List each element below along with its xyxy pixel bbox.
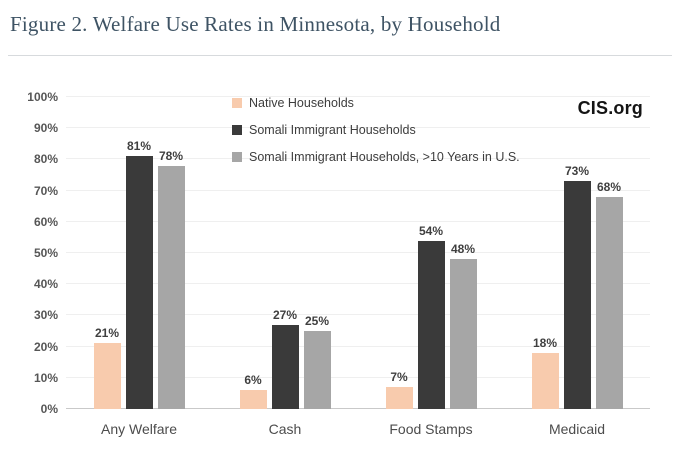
bar <box>531 352 559 409</box>
bar-value-label: 73% <box>564 164 590 179</box>
bar <box>385 387 413 409</box>
bar-value-label: 68% <box>596 179 622 194</box>
category-label: Cash <box>268 421 302 437</box>
bar <box>157 165 185 409</box>
bar <box>595 196 623 409</box>
x-axis-line <box>66 408 650 409</box>
gridline <box>66 283 650 285</box>
bar-wrapper: 73% <box>563 164 591 409</box>
category-label: Medicaid <box>548 421 606 437</box>
bar <box>271 324 299 409</box>
bar <box>417 240 445 409</box>
bar-value-label: 78% <box>158 148 184 163</box>
gridline <box>66 96 650 97</box>
y-tick-label: 90% <box>33 121 58 136</box>
y-tick-label: 50% <box>33 246 58 260</box>
legend-item: Somali Immigrant Households <box>232 123 520 137</box>
bar-group: 21% 81% 78% <box>66 97 212 409</box>
plot-area: 21% 81% 78% 6% 27% 25% 7% 54% 48% 18% 73% 68% <box>66 96 650 409</box>
gridline <box>66 158 650 160</box>
category-label: Food Stamps <box>389 421 473 437</box>
bar-wrapper: 48% <box>449 242 477 409</box>
y-tick-label: 70% <box>33 183 58 198</box>
bar-group: 7% 54% 48% <box>358 97 504 409</box>
gridline <box>66 189 650 191</box>
bar-wrapper: 18% <box>531 335 559 409</box>
bar-value-label: 18% <box>532 335 558 350</box>
legend-swatch-icon <box>232 125 242 135</box>
bar-value-label: 48% <box>450 242 476 257</box>
bar <box>303 331 331 409</box>
legend-label: Native Households <box>249 96 354 110</box>
gridline <box>66 127 650 129</box>
y-tick-label: 0% <box>40 402 58 416</box>
bar <box>239 390 267 409</box>
bar <box>93 343 121 409</box>
y-tick-label: 30% <box>33 308 58 323</box>
gridline <box>66 314 650 316</box>
category-label: Any Welfare <box>101 421 177 437</box>
bar-value-label: 81% <box>126 139 152 154</box>
gridline <box>66 220 650 222</box>
bar-wrapper: 25% <box>303 314 331 409</box>
bar-group: 6% 27% 25% <box>212 97 358 409</box>
bar-wrapper: 81% <box>125 139 153 409</box>
bar <box>125 156 153 409</box>
y-tick-label: 40% <box>33 277 58 292</box>
y-tick-label: 100% <box>27 90 58 104</box>
bar-wrapper: 21% <box>93 326 121 409</box>
cis-org-watermark: CIS.org <box>577 98 643 118</box>
title-divider <box>8 55 672 56</box>
bar-wrapper: 6% <box>239 373 267 409</box>
y-tick-label: 10% <box>33 370 58 385</box>
bar-wrapper: 54% <box>417 223 445 409</box>
y-tick-label: 60% <box>33 214 58 229</box>
legend-item: Somali Immigrant Households, >10 Years i… <box>232 150 520 164</box>
legend-swatch-icon <box>232 98 242 108</box>
legend: Native Households Somali Immigrant Househ… <box>232 96 520 177</box>
bar-wrapper: 7% <box>385 370 413 409</box>
bar-value-label: 54% <box>418 223 444 238</box>
figure-title: Figure 2. Welfare Use Rates in Minnesota… <box>10 12 501 36</box>
y-tick-label: 80% <box>33 152 58 167</box>
bar-group: 18% 73% 68% <box>504 97 650 409</box>
y-tick-label: 20% <box>33 339 58 354</box>
gridline <box>66 376 650 378</box>
legend-swatch-icon <box>232 152 242 162</box>
bar-wrapper: 68% <box>595 179 623 409</box>
bar-value-label: 25% <box>304 314 330 328</box>
gridline <box>66 252 650 253</box>
bar-value-label: 21% <box>94 326 120 341</box>
bar <box>449 259 477 409</box>
bar <box>563 181 591 409</box>
legend-item: Native Households <box>232 96 520 110</box>
bar-value-label: 7% <box>390 370 408 385</box>
bar-value-label: 6% <box>244 373 262 388</box>
bar-wrapper: 78% <box>157 148 185 409</box>
bar-wrapper: 27% <box>271 307 299 409</box>
legend-label: Somali Immigrant Households, >10 Years i… <box>249 150 520 164</box>
gridline <box>66 345 650 347</box>
bar-value-label: 27% <box>272 307 298 322</box>
legend-label: Somali Immigrant Households <box>249 123 416 137</box>
